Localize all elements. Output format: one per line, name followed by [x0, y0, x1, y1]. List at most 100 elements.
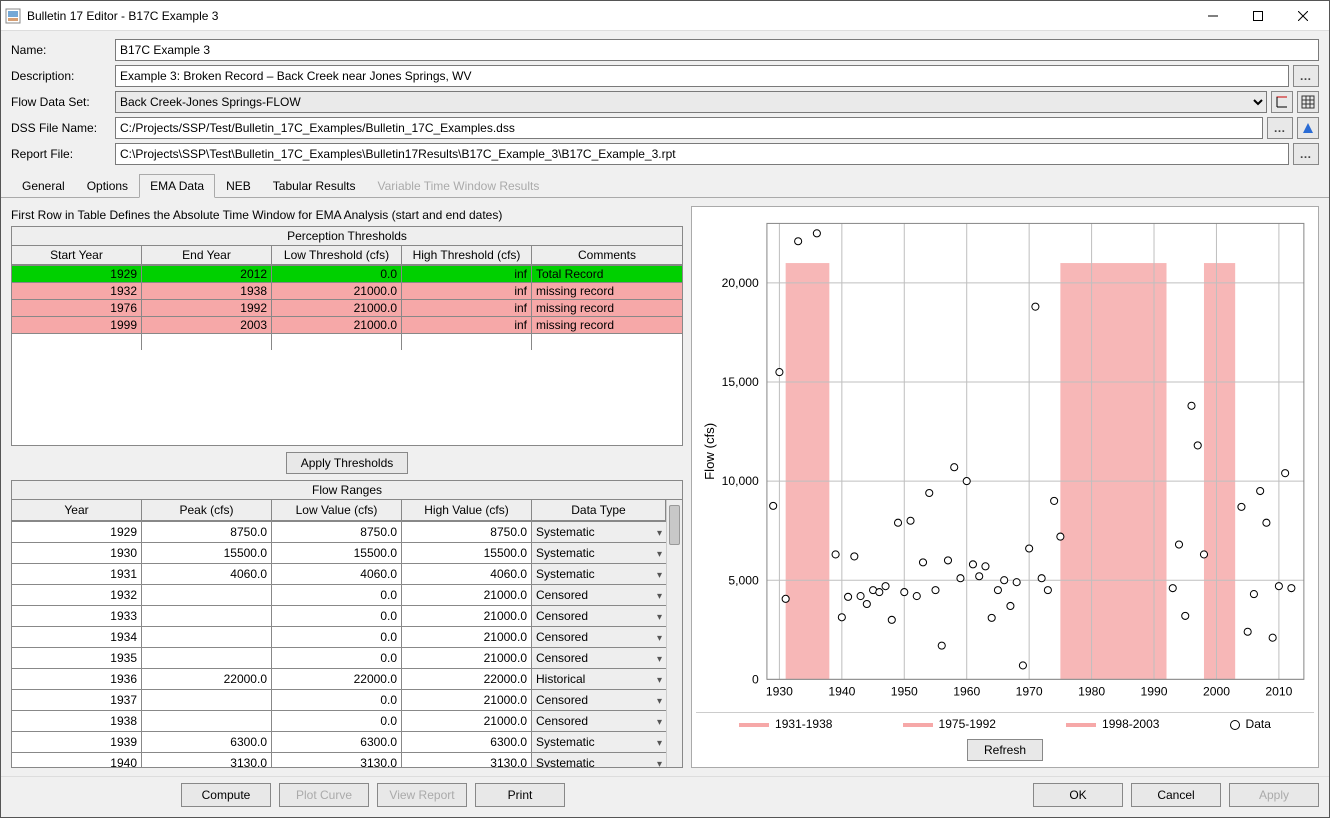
svg-text:1980: 1980	[1078, 685, 1105, 699]
svg-text:0: 0	[752, 672, 759, 686]
flow-ranges-title: Flow Ranges	[12, 481, 682, 500]
data-type-select[interactable]: Systematic	[532, 752, 666, 767]
description-browse-button[interactable]: …	[1293, 65, 1319, 87]
print-button[interactable]: Print	[475, 783, 565, 807]
form-area: Name: Description: … Flow Data Set: Back…	[1, 31, 1329, 169]
legend-item: 1998-2003	[1066, 717, 1159, 731]
table-row[interactable]: 19330.021000.0Censored	[12, 605, 666, 626]
table-row[interactable]: 1932193821000.0infmissing record	[12, 282, 682, 299]
flow-ranges-header: YearPeak (cfs)Low Value (cfs)High Value …	[12, 500, 666, 521]
flow-ranges-scrollbar[interactable]	[666, 500, 682, 767]
legend-item: 1975-1992	[903, 717, 996, 731]
dss-file-label: DSS File Name:	[11, 121, 111, 135]
table-row[interactable]: 19396300.06300.06300.0Systematic	[12, 731, 666, 752]
legend-swatch	[903, 723, 933, 727]
report-browse-button[interactable]: …	[1293, 143, 1319, 165]
tab-neb[interactable]: NEB	[215, 174, 262, 198]
table-row[interactable]: 19340.021000.0Censored	[12, 626, 666, 647]
scrollbar-thumb[interactable]	[669, 505, 680, 545]
column-header: Year	[12, 500, 142, 520]
plot-curve-button[interactable]: Plot Curve	[279, 783, 369, 807]
compute-button[interactable]: Compute	[181, 783, 271, 807]
tab-general[interactable]: General	[11, 174, 76, 198]
button-bar: Compute Plot Curve View Report Print OK …	[1, 776, 1329, 817]
table-row[interactable]: 192920120.0infTotal Record	[12, 265, 682, 282]
svg-text:1990: 1990	[1141, 685, 1168, 699]
apply-button[interactable]: Apply	[1229, 783, 1319, 807]
table-row[interactable]: 193622000.022000.022000.0Historical	[12, 668, 666, 689]
left-pane: First Row in Table Defines the Absolute …	[11, 206, 683, 768]
table-row[interactable]: 19370.021000.0Censored	[12, 689, 666, 710]
window: Bulletin 17 Editor - B17C Example 3 Name…	[0, 0, 1330, 818]
maximize-button[interactable]	[1235, 1, 1280, 31]
data-type-select[interactable]: Censored	[532, 647, 666, 668]
table-row[interactable]	[12, 333, 682, 350]
svg-text:5,000: 5,000	[728, 573, 759, 587]
description-input[interactable]	[115, 65, 1289, 87]
data-type-select[interactable]: Systematic	[532, 542, 666, 563]
table-row[interactable]: 1999200321000.0infmissing record	[12, 316, 682, 333]
data-type-select[interactable]: Historical	[532, 668, 666, 689]
perception-body[interactable]: 192920120.0infTotal Record1932193821000.…	[12, 265, 682, 445]
table-row[interactable]: 19314060.04060.04060.0Systematic	[12, 563, 666, 584]
table-row[interactable]: 193015500.015500.015500.0Systematic	[12, 542, 666, 563]
table-row[interactable]: 1976199221000.0infmissing record	[12, 299, 682, 316]
chart-legend: 1931-1938 1975-1992 1998-2003 Data	[696, 712, 1314, 735]
tab-tabular-results[interactable]: Tabular Results	[262, 174, 367, 198]
legend-swatch	[1230, 720, 1240, 730]
table-row[interactable]: 19380.021000.0Censored	[12, 710, 666, 731]
table-icon-button[interactable]	[1297, 91, 1319, 113]
ema-caption: First Row in Table Defines the Absolute …	[11, 206, 683, 226]
cancel-button[interactable]: Cancel	[1131, 783, 1221, 807]
column-header: Low Threshold (cfs)	[272, 246, 402, 264]
svg-text:1970: 1970	[1016, 685, 1043, 699]
legend-item: Data	[1230, 717, 1271, 731]
report-file-input[interactable]	[115, 143, 1289, 165]
column-header: Low Value (cfs)	[272, 500, 402, 520]
ok-button[interactable]: OK	[1033, 783, 1123, 807]
tab-options[interactable]: Options	[76, 174, 139, 198]
minimize-button[interactable]	[1190, 1, 1235, 31]
apply-thresholds-button[interactable]: Apply Thresholds	[286, 452, 409, 474]
data-type-select[interactable]: Systematic	[532, 521, 666, 542]
stats-icon-button[interactable]	[1297, 117, 1319, 139]
column-header: Start Year	[12, 246, 142, 264]
svg-text:10,000: 10,000	[722, 474, 759, 488]
dss-file-input[interactable]	[115, 117, 1263, 139]
svg-text:2010: 2010	[1265, 685, 1292, 699]
data-type-select[interactable]: Systematic	[532, 731, 666, 752]
name-label: Name:	[11, 43, 111, 57]
data-type-select[interactable]: Censored	[532, 605, 666, 626]
column-header: High Value (cfs)	[402, 500, 532, 520]
view-report-button[interactable]: View Report	[377, 783, 467, 807]
perception-title: Perception Thresholds	[12, 227, 682, 246]
data-type-select[interactable]: Censored	[532, 689, 666, 710]
flow-data-set-label: Flow Data Set:	[11, 95, 111, 109]
table-row[interactable]: 19320.021000.0Censored	[12, 584, 666, 605]
data-type-select[interactable]: Systematic	[532, 563, 666, 584]
data-type-select[interactable]: Censored	[532, 584, 666, 605]
svg-text:1950: 1950	[891, 685, 918, 699]
table-row[interactable]: 19403130.03130.03130.0Systematic	[12, 752, 666, 767]
tab-ema-data[interactable]: EMA Data	[139, 174, 215, 198]
flow-data-set-select[interactable]: Back Creek-Jones Springs-FLOW	[115, 91, 1267, 113]
name-input[interactable]	[115, 39, 1319, 61]
flow-ranges-body[interactable]: 19298750.08750.08750.0Systematic19301550…	[12, 521, 666, 767]
flow-scatter-chart: 19301940195019601970198019902000201005,0…	[696, 211, 1314, 712]
table-row[interactable]: 19298750.08750.08750.0Systematic	[12, 521, 666, 542]
column-header: Data Type	[532, 500, 666, 520]
perception-header: Start YearEnd YearLow Threshold (cfs)Hig…	[12, 246, 682, 265]
close-button[interactable]	[1280, 1, 1325, 31]
legend-swatch	[1066, 723, 1096, 727]
dss-browse-button[interactable]: …	[1267, 117, 1293, 139]
legend-item: 1931-1938	[739, 717, 832, 731]
table-row[interactable]: 19350.021000.0Censored	[12, 647, 666, 668]
plot-icon-button[interactable]	[1271, 91, 1293, 113]
report-file-label: Report File:	[11, 147, 111, 161]
content: First Row in Table Defines the Absolute …	[1, 198, 1329, 776]
data-type-select[interactable]: Censored	[532, 626, 666, 647]
refresh-button[interactable]: Refresh	[967, 739, 1043, 761]
svg-text:15,000: 15,000	[722, 375, 759, 389]
data-type-select[interactable]: Censored	[532, 710, 666, 731]
legend-swatch	[739, 723, 769, 727]
